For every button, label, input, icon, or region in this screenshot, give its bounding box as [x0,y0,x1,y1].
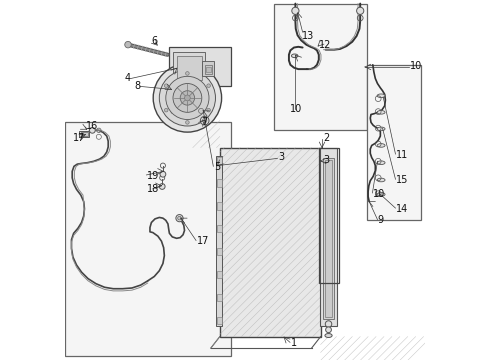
Circle shape [90,127,95,133]
Circle shape [357,7,364,14]
Ellipse shape [377,94,385,98]
Bar [367,65,421,220]
Text: 3: 3 [278,152,285,162]
Text: 13: 13 [302,31,314,41]
Bar [79,131,90,137]
Ellipse shape [377,193,385,196]
Text: 15: 15 [396,175,409,185]
Bar [217,294,221,301]
Bar [217,225,221,233]
Bar [319,148,339,283]
Circle shape [159,184,165,189]
Circle shape [185,95,190,101]
Circle shape [207,108,210,112]
Bar [65,122,231,356]
Ellipse shape [377,178,385,182]
Text: 18: 18 [147,184,159,194]
Text: 10: 10 [373,189,386,199]
Circle shape [186,72,189,75]
Circle shape [326,327,331,333]
Ellipse shape [377,144,385,147]
Text: 4: 4 [124,73,130,84]
Circle shape [165,108,168,112]
Text: 19: 19 [147,171,159,181]
Bar [202,61,215,76]
Circle shape [207,84,210,87]
Circle shape [200,116,209,125]
Circle shape [160,171,166,177]
Ellipse shape [325,333,332,338]
Ellipse shape [377,161,385,165]
Bar [320,148,337,326]
Text: 12: 12 [319,40,332,50]
Text: 7: 7 [201,117,207,127]
Bar [217,271,221,278]
Circle shape [292,7,299,14]
Text: 8: 8 [134,81,140,91]
Circle shape [159,70,216,126]
Text: 6: 6 [151,36,157,46]
Text: 10: 10 [291,104,303,114]
Circle shape [180,91,195,105]
Bar [323,158,334,319]
Bar [216,156,222,326]
Bar [176,56,202,80]
Text: 14: 14 [396,204,409,214]
Text: 10: 10 [410,60,422,71]
Circle shape [178,216,181,220]
Bar [217,202,221,210]
Text: 11: 11 [396,150,409,160]
Ellipse shape [292,54,298,58]
Circle shape [173,84,202,112]
Ellipse shape [377,111,385,114]
Circle shape [125,41,131,48]
Bar [173,52,205,84]
Text: 1: 1 [291,338,297,348]
Text: 17: 17 [73,132,85,143]
Circle shape [186,121,189,124]
Bar [274,4,367,130]
Text: 3: 3 [323,155,330,165]
Circle shape [165,84,168,87]
Bar [170,47,231,86]
Bar [217,317,221,324]
Circle shape [176,215,183,222]
Text: 16: 16 [86,121,98,131]
Circle shape [198,108,204,113]
Circle shape [153,64,221,132]
Bar [205,65,212,74]
Bar [220,148,320,337]
Circle shape [166,76,209,120]
Text: 5: 5 [215,162,220,172]
Text: 9: 9 [377,215,384,225]
Bar [206,67,211,72]
Text: 17: 17 [197,236,209,246]
Bar [217,248,221,255]
Bar [325,160,332,317]
Bar [81,132,88,136]
Bar [217,157,221,164]
Bar [217,180,221,187]
Text: 2: 2 [323,132,330,143]
Circle shape [325,321,332,327]
Circle shape [202,118,207,123]
Ellipse shape [377,127,385,131]
